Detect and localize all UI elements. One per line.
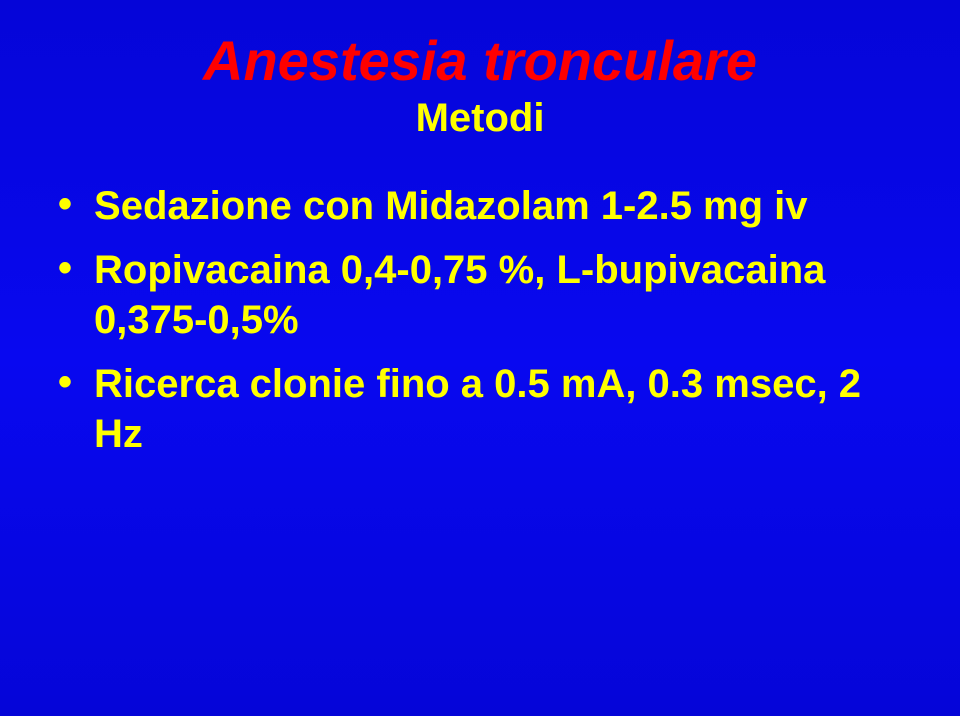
slide-subtitle: Metodi: [50, 96, 910, 141]
bullet-text: Ropivacaina 0,4-0,75 %, L-bupivacaina 0,…: [94, 245, 910, 345]
bullet-text: Ricerca clonie fino a 0.5 mA, 0.3 msec, …: [94, 359, 910, 459]
bullet-icon: •: [58, 181, 72, 227]
bullet-text: Sedazione con Midazolam 1-2.5 mg iv: [94, 181, 808, 231]
slide-title: Anestesia tronculare: [50, 30, 910, 92]
title-block: Anestesia tronculare Metodi: [50, 30, 910, 141]
bullet-icon: •: [58, 245, 72, 291]
list-item: • Ropivacaina 0,4-0,75 %, L-bupivacaina …: [58, 245, 910, 345]
bullet-icon: •: [58, 359, 72, 405]
list-item: • Sedazione con Midazolam 1-2.5 mg iv: [58, 181, 910, 231]
slide: Anestesia tronculare Metodi • Sedazione …: [0, 0, 960, 716]
list-item: • Ricerca clonie fino a 0.5 mA, 0.3 msec…: [58, 359, 910, 459]
bullet-list: • Sedazione con Midazolam 1-2.5 mg iv • …: [50, 181, 910, 459]
